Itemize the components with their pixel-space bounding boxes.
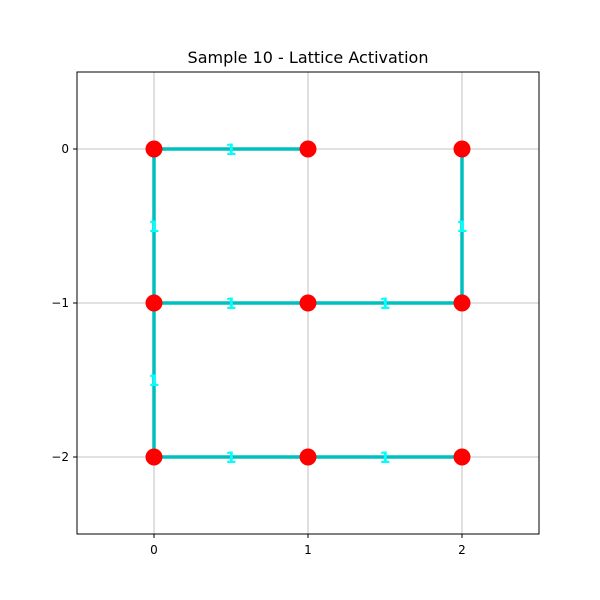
node-point — [145, 140, 163, 158]
x-tick-label: 2 — [458, 543, 466, 557]
node-point — [453, 448, 471, 466]
node-point — [145, 448, 163, 466]
edge-label: 1 — [225, 448, 236, 467]
edge-label: 1 — [456, 217, 467, 236]
edge-label: 1 — [225, 140, 236, 159]
x-tick-label: 0 — [150, 543, 158, 557]
y-tick-label: −2 — [51, 450, 69, 464]
y-tick-label: 0 — [61, 142, 69, 156]
node-point — [145, 294, 163, 312]
node-point — [453, 140, 471, 158]
edge-labels: 1 1 1 1 1 1 1 1 — [148, 140, 467, 467]
y-tick-label: −1 — [51, 296, 69, 310]
axis-ticks: 0 1 2 0 −1 −2 — [51, 142, 466, 557]
edge-label: 1 — [148, 217, 159, 236]
edges — [152, 147, 464, 459]
edge-label: 1 — [379, 448, 390, 467]
chart-title: Sample 10 - Lattice Activation — [188, 48, 429, 67]
edge-label: 1 — [379, 294, 390, 313]
node-point — [299, 294, 317, 312]
edge-label: 1 — [225, 294, 236, 313]
edge-label: 1 — [148, 371, 159, 390]
x-tick-label: 1 — [304, 543, 312, 557]
node-point — [299, 140, 317, 158]
nodes — [145, 140, 471, 466]
node-point — [299, 448, 317, 466]
node-point — [453, 294, 471, 312]
